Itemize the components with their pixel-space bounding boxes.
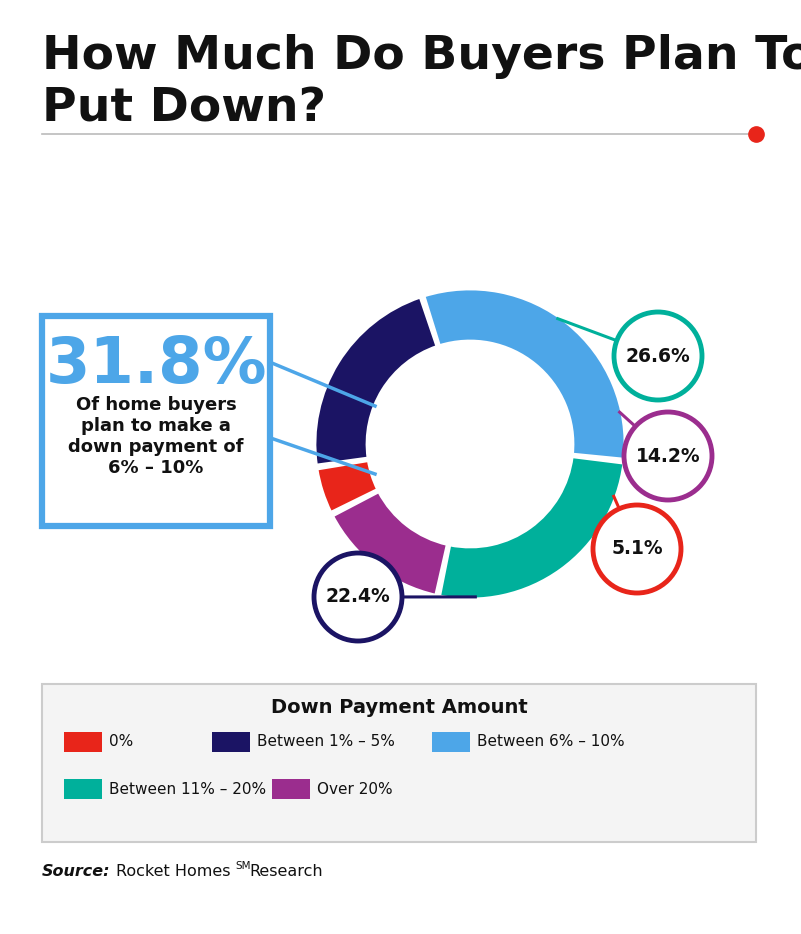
Text: Down Payment Amount: Down Payment Amount (271, 698, 527, 717)
Text: 31.8%: 31.8% (45, 334, 267, 396)
FancyBboxPatch shape (42, 684, 756, 842)
Circle shape (593, 505, 681, 593)
Text: Of home buyers: Of home buyers (75, 396, 236, 414)
Text: 26.6%: 26.6% (626, 347, 690, 365)
Text: down payment of: down payment of (68, 438, 244, 456)
Text: 14.2%: 14.2% (636, 446, 700, 465)
FancyBboxPatch shape (64, 779, 102, 799)
FancyBboxPatch shape (42, 316, 270, 526)
Wedge shape (424, 289, 625, 460)
Text: Rocket Homes: Rocket Homes (116, 865, 231, 880)
Text: Put Down?: Put Down? (42, 86, 326, 131)
Circle shape (314, 553, 402, 641)
Text: Between 6% – 10%: Between 6% – 10% (477, 734, 625, 749)
Text: SM: SM (235, 861, 251, 871)
Text: Research: Research (249, 865, 323, 880)
Text: Over 20%: Over 20% (317, 782, 392, 797)
Text: Between 11% – 20%: Between 11% – 20% (109, 782, 266, 797)
Text: 22.4%: 22.4% (326, 587, 390, 606)
Wedge shape (315, 297, 437, 465)
Text: 0%: 0% (109, 734, 133, 749)
Text: 6% – 10%: 6% – 10% (108, 459, 203, 477)
Text: Source:: Source: (42, 865, 111, 880)
FancyBboxPatch shape (64, 732, 102, 752)
Circle shape (614, 312, 702, 400)
Text: Between 1% – 5%: Between 1% – 5% (257, 734, 395, 749)
Text: 5.1%: 5.1% (611, 540, 662, 559)
FancyBboxPatch shape (212, 732, 250, 752)
FancyBboxPatch shape (272, 779, 310, 799)
FancyBboxPatch shape (432, 732, 470, 752)
Wedge shape (332, 492, 447, 595)
Wedge shape (440, 457, 624, 599)
Circle shape (624, 412, 712, 500)
Text: How Much Do Buyers Plan To: How Much Do Buyers Plan To (42, 34, 801, 79)
Text: plan to make a: plan to make a (81, 417, 231, 435)
Wedge shape (317, 460, 377, 513)
